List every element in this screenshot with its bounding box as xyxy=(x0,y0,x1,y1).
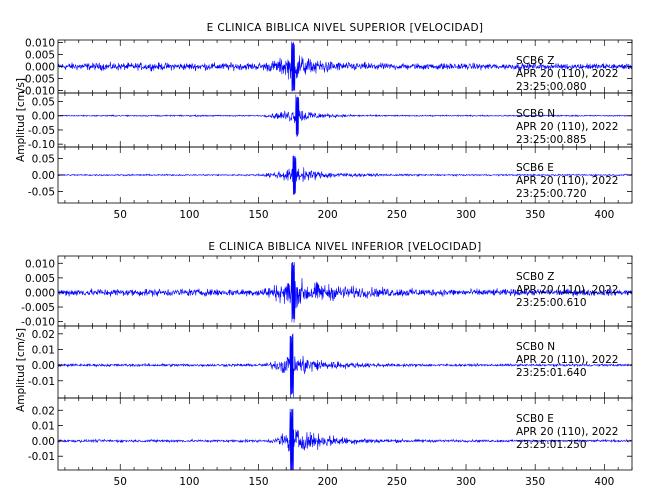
x-tick-label: 50 xyxy=(114,476,127,488)
record-date: APR 20 (110), 2022 xyxy=(516,426,618,438)
y-tick-label: 0.000 xyxy=(25,287,55,299)
station-label: SCB6 N xyxy=(516,108,555,120)
y-tick-label: 0.010 xyxy=(25,37,55,49)
record-time: 23:25:00.080 xyxy=(516,81,587,93)
record-date: APR 20 (110), 2022 xyxy=(516,175,618,187)
record-time: 23:25:00.610 xyxy=(516,297,587,309)
x-tick-label: 300 xyxy=(456,476,476,488)
y-axis-label-lower: Amplitud [cm/s] xyxy=(15,328,27,412)
record-date: APR 20 (110), 2022 xyxy=(516,284,618,296)
y-tick-label: -0.005 xyxy=(21,302,55,314)
x-tick-label: 250 xyxy=(387,476,407,488)
y-tick-label: -0.010 xyxy=(21,317,55,329)
waveform-series xyxy=(57,262,633,323)
station-label: SCB0 E xyxy=(516,413,554,425)
x-tick-label: 50 xyxy=(114,209,127,221)
waveform-series xyxy=(57,94,633,137)
record-date: APR 20 (110), 2022 xyxy=(516,354,618,366)
chart-title-lower: E CLINICA BIBLICA NIVEL INFERIOR [VELOCI… xyxy=(208,241,481,253)
waveform-series xyxy=(57,408,633,471)
y-tick-label: 0.00 xyxy=(32,170,55,182)
y-tick-label: 0.05 xyxy=(32,154,55,166)
y-tick-label: 0.00 xyxy=(32,360,55,372)
record-time: 23:25:00.885 xyxy=(516,134,587,146)
x-tick-label: 200 xyxy=(318,209,338,221)
waveform-series xyxy=(57,155,633,195)
y-tick-label: 0.01 xyxy=(32,344,55,356)
station-label: SCB6 E xyxy=(516,162,554,174)
station-label: SCB0 N xyxy=(516,341,555,353)
y-tick-label: 0.01 xyxy=(32,421,55,433)
x-tick-label: 300 xyxy=(456,209,476,221)
y-tick-label: -0.05 xyxy=(28,125,55,137)
y-tick-label: 0.005 xyxy=(25,49,55,61)
x-tick-label: 350 xyxy=(525,476,545,488)
y-tick-label: 0.000 xyxy=(25,62,55,74)
x-tick-label: 100 xyxy=(179,476,199,488)
y-tick-label: -0.01 xyxy=(28,376,55,388)
record-date: APR 20 (110), 2022 xyxy=(516,121,618,133)
station-label: SCB6 Z xyxy=(516,55,554,67)
x-tick-label: 350 xyxy=(525,209,545,221)
y-tick-label: 0.00 xyxy=(32,111,55,123)
y-tick-label: -0.01 xyxy=(28,451,55,463)
chart-title-upper: E CLINICA BIBLICA NIVEL SUPERIOR [VELOCI… xyxy=(207,22,484,34)
y-tick-label: 0.00 xyxy=(32,436,55,448)
waveform-series xyxy=(57,333,633,398)
x-tick-label: 400 xyxy=(594,476,614,488)
record-date: APR 20 (110), 2022 xyxy=(516,68,618,80)
y-tick-label: -0.010 xyxy=(21,86,55,98)
y-tick-label: 0.005 xyxy=(25,273,55,285)
y-tick-label: 0.02 xyxy=(32,405,55,417)
y-tick-label: 0.010 xyxy=(25,258,55,270)
record-time: 23:25:00.720 xyxy=(516,188,587,200)
x-tick-label: 250 xyxy=(387,209,407,221)
panel-frame xyxy=(57,397,633,471)
x-tick-label: 200 xyxy=(318,476,338,488)
waveform-series xyxy=(57,41,633,92)
x-tick-label: 100 xyxy=(179,209,199,221)
x-tick-label: 150 xyxy=(249,476,269,488)
record-time: 23:25:01.250 xyxy=(516,439,587,451)
station-label: SCB0 Z xyxy=(516,271,554,283)
y-tick-label: 0.05 xyxy=(32,97,55,109)
x-tick-label: 150 xyxy=(249,209,269,221)
y-tick-label: -0.005 xyxy=(21,74,55,86)
record-time: 23:25:01.640 xyxy=(516,367,587,379)
y-axis-label-upper: Amplitud [cm/s] xyxy=(15,78,27,162)
y-tick-label: 0.02 xyxy=(32,329,55,341)
x-tick-label: 400 xyxy=(594,209,614,221)
y-tick-label: -0.05 xyxy=(28,186,55,198)
y-tick-label: -0.10 xyxy=(28,139,55,151)
